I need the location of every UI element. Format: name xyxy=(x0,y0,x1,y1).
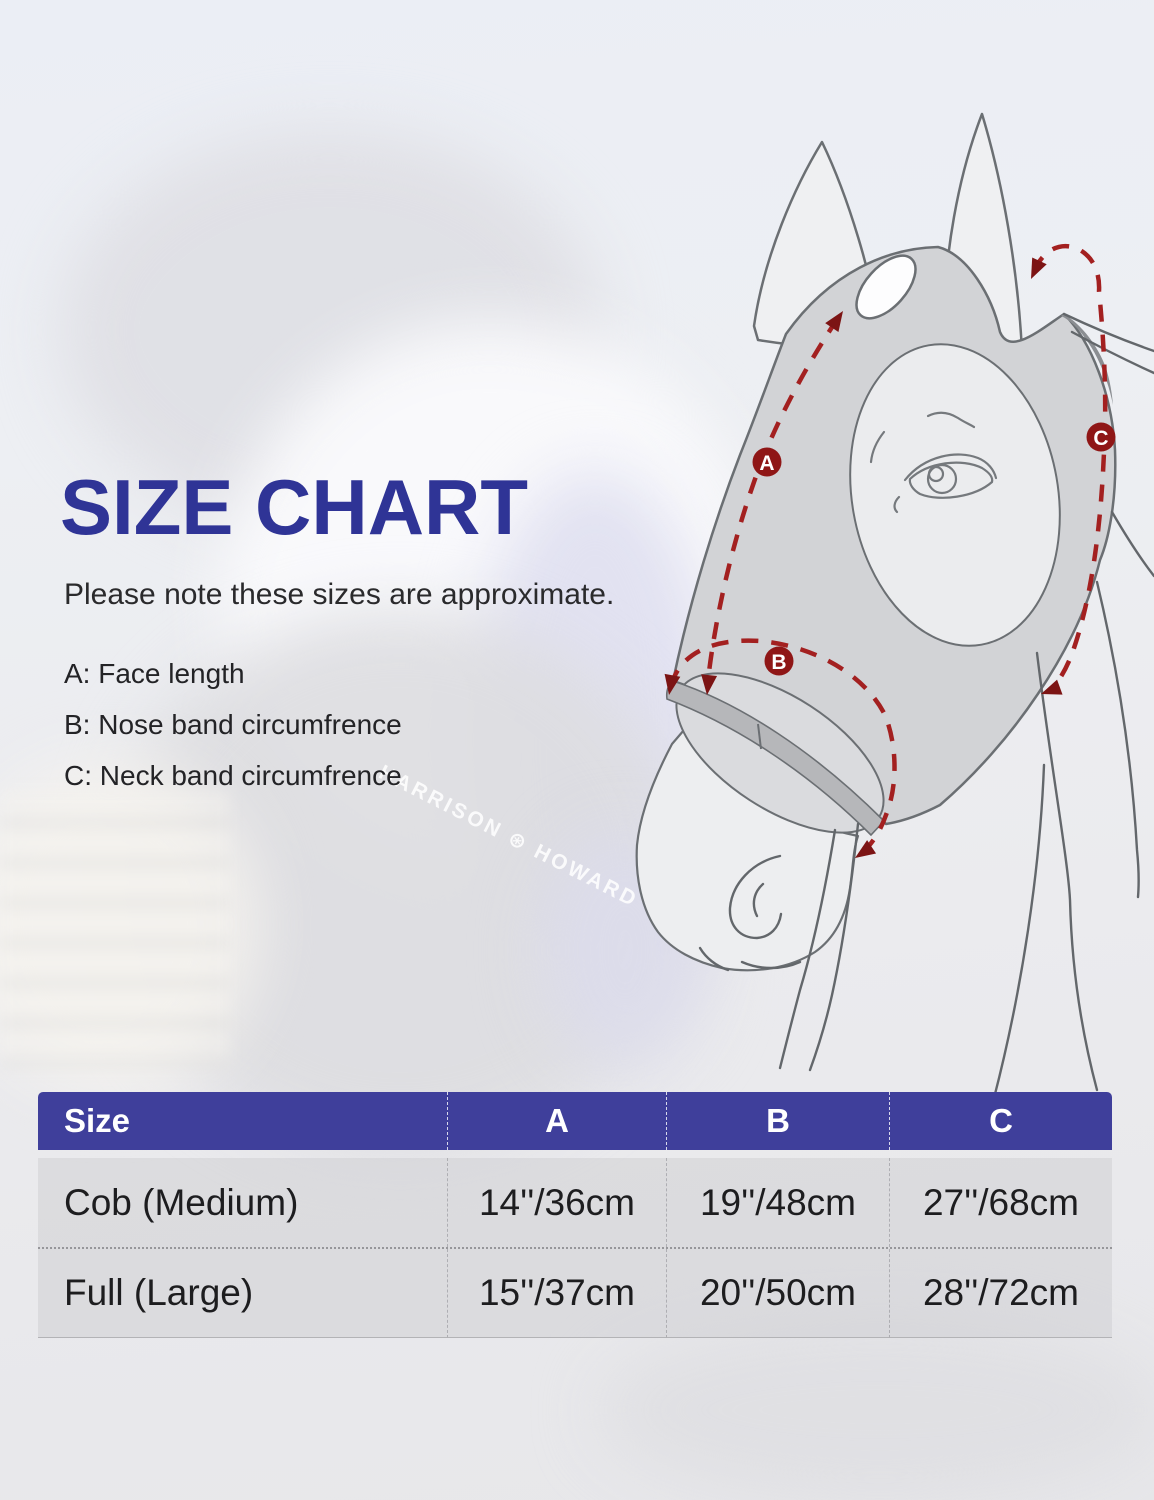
size-note: Please note these sizes are approximate. xyxy=(64,578,615,611)
column-header-b: B xyxy=(666,1092,889,1150)
table-row: Full (Large) 15''/37cm 20''/50cm 28''/72… xyxy=(38,1247,1112,1338)
nose-band-crease xyxy=(757,723,762,750)
page-title: SIZE CHART xyxy=(60,463,528,551)
cell-cob-c: 27''/68cm xyxy=(889,1158,1112,1247)
svg-text:A: A xyxy=(759,452,774,475)
background-photo-fence xyxy=(0,790,230,1070)
cell-full-c: 28''/72cm xyxy=(889,1249,1112,1338)
legend-item-b: B: Nose band circumfrence xyxy=(64,709,402,740)
measure-b-loop xyxy=(668,638,897,856)
measurement-arrowheads xyxy=(664,257,1063,858)
svg-text:B: B xyxy=(771,651,786,674)
legend-item-a: A: Face length xyxy=(64,658,245,689)
nose-band-rim xyxy=(665,680,886,837)
measurement-badges: A B C xyxy=(752,422,1116,676)
table-row: Cob (Medium) 14''/36cm 19''/48cm 27''/68… xyxy=(38,1158,1112,1247)
column-header-a: A xyxy=(447,1092,666,1150)
eye-mesh-opening xyxy=(849,343,1061,647)
horse-jaw-neck-lines xyxy=(698,312,1154,1100)
cell-size-cob: Cob (Medium) xyxy=(64,1181,299,1223)
background-photo-fence-glow xyxy=(0,760,260,1090)
size-table: Size A B C Cob (Medium) 14''/36cm 19''/4… xyxy=(38,1092,1112,1338)
cell-cob-b: 19''/48cm xyxy=(666,1158,889,1247)
svg-text:C: C xyxy=(1093,427,1108,450)
cell-full-b: 20''/50cm xyxy=(666,1249,889,1338)
cell-full-a: 15''/37cm xyxy=(447,1249,666,1338)
forelock-hole xyxy=(855,254,917,320)
column-header-size: Size xyxy=(64,1102,131,1139)
cell-size-full: Full (Large) xyxy=(38,1249,447,1338)
measurement-legend: A: Face length B: Nose band circumfrence… xyxy=(64,648,402,801)
size-table-header: Size A B C xyxy=(38,1092,1112,1150)
legend-item-c: C: Neck band circumfrence xyxy=(64,760,402,791)
measure-c-line xyxy=(1031,243,1108,692)
marker-a-badge: A xyxy=(752,447,782,477)
marker-b-badge: B xyxy=(764,646,794,676)
measurement-dashed-lines xyxy=(668,243,1108,856)
background-photo-shadow xyxy=(600,1320,1154,1500)
marker-c-badge: C xyxy=(1086,422,1116,452)
measure-a-line xyxy=(705,316,840,681)
horse-eye-illustration xyxy=(869,411,998,514)
cell-cob-a: 14''/36cm xyxy=(447,1158,666,1247)
column-header-c: C xyxy=(889,1092,1112,1150)
